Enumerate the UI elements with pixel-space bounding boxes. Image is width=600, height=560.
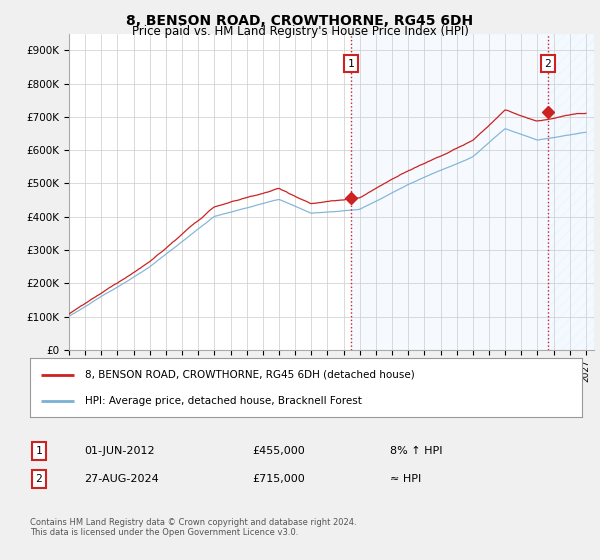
Text: £455,000: £455,000 (252, 446, 305, 456)
Text: 8, BENSON ROAD, CROWTHORNE, RG45 6DH (detached house): 8, BENSON ROAD, CROWTHORNE, RG45 6DH (de… (85, 370, 415, 380)
Text: 1: 1 (35, 446, 43, 456)
Text: Price paid vs. HM Land Registry's House Price Index (HPI): Price paid vs. HM Land Registry's House … (131, 25, 469, 38)
Text: ≈ HPI: ≈ HPI (390, 474, 421, 484)
Bar (548, 34, 594, 350)
Text: 2: 2 (545, 59, 551, 68)
Bar (351, 34, 548, 350)
Text: 01-JUN-2012: 01-JUN-2012 (84, 446, 155, 456)
Text: 1: 1 (347, 59, 354, 68)
Text: 2: 2 (35, 474, 43, 484)
Text: HPI: Average price, detached house, Bracknell Forest: HPI: Average price, detached house, Brac… (85, 396, 362, 406)
Text: Contains HM Land Registry data © Crown copyright and database right 2024.
This d: Contains HM Land Registry data © Crown c… (30, 518, 356, 538)
Text: 8, BENSON ROAD, CROWTHORNE, RG45 6DH: 8, BENSON ROAD, CROWTHORNE, RG45 6DH (127, 14, 473, 28)
Text: 8% ↑ HPI: 8% ↑ HPI (390, 446, 443, 456)
Text: £715,000: £715,000 (252, 474, 305, 484)
Text: 27-AUG-2024: 27-AUG-2024 (84, 474, 159, 484)
